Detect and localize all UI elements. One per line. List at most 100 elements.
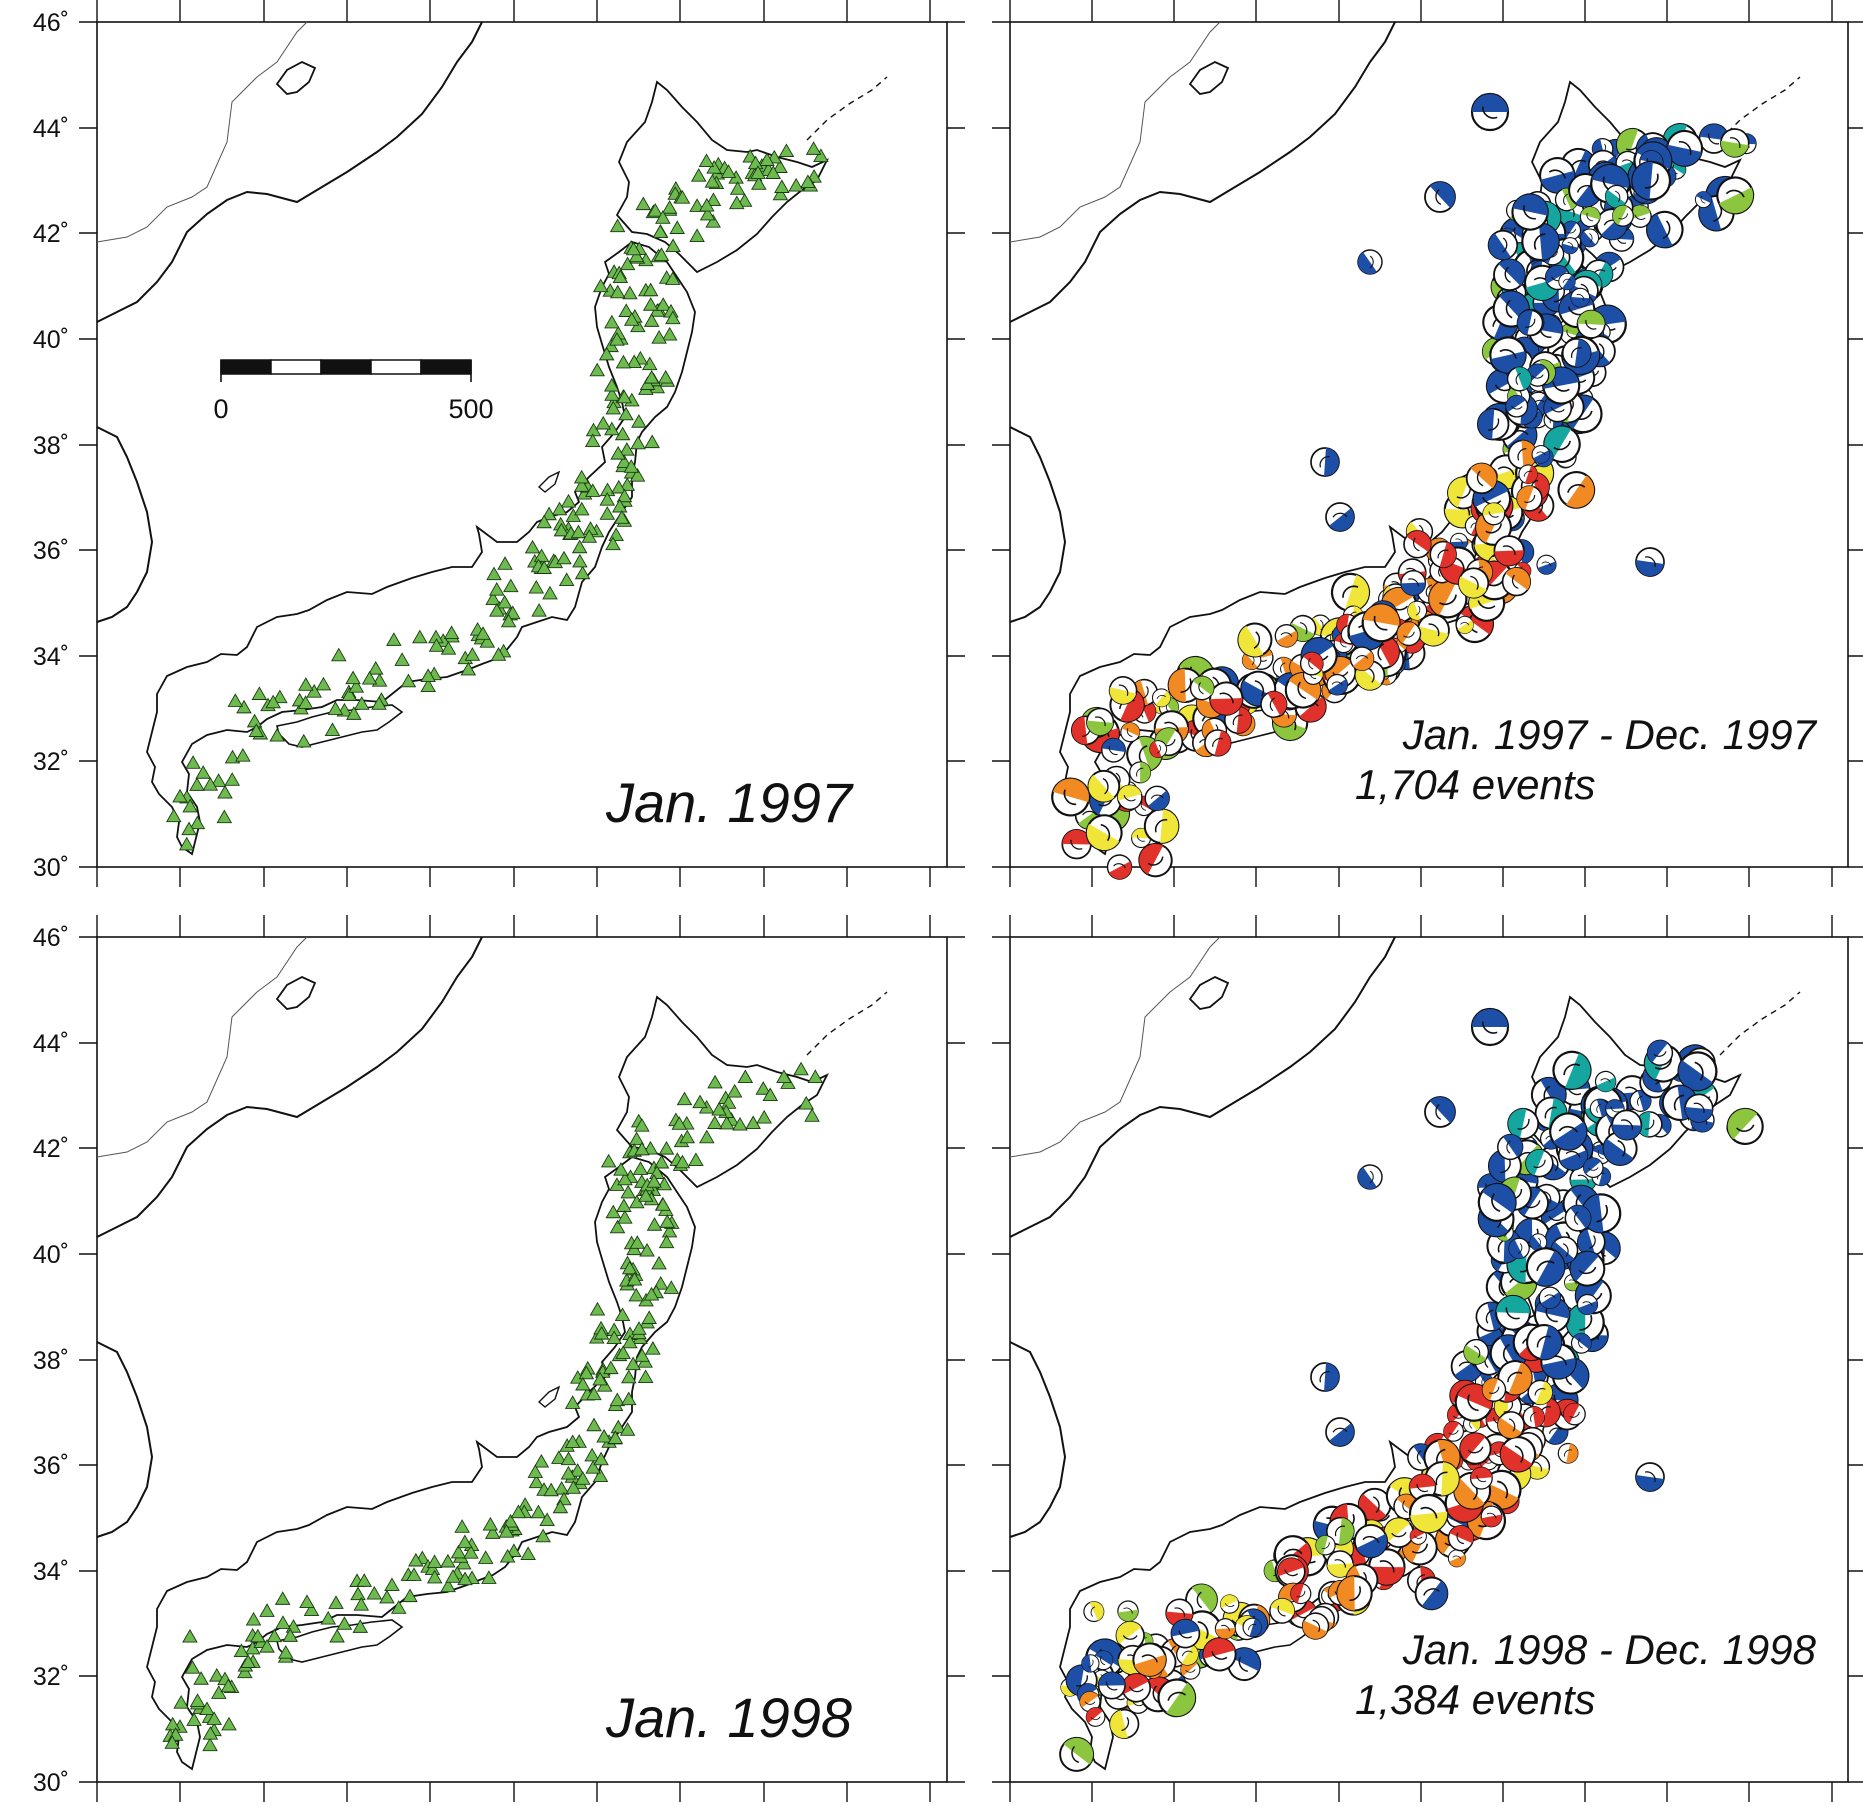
station-triangle-icon — [665, 271, 681, 285]
station-triangle-icon — [541, 506, 557, 521]
station-triangle-icon — [599, 506, 616, 520]
station-triangle-icon — [428, 638, 445, 652]
station-triangle-icon — [774, 179, 790, 193]
station-triangle-icon — [336, 1616, 353, 1630]
station-triangle-icon — [615, 354, 632, 369]
station-triangle-icon — [759, 152, 775, 166]
station-triangle-icon — [189, 815, 206, 830]
station-triangle-icon — [164, 1735, 181, 1749]
station-triangle-icon — [632, 1161, 649, 1175]
station-triangle-icon — [609, 1392, 626, 1407]
station-triangle-icon — [626, 1271, 643, 1286]
latitude-tick-label: 44˚ — [33, 115, 69, 143]
station-triangle-icon — [679, 1129, 696, 1144]
station-triangle-icon — [297, 695, 314, 709]
panel-caption-event-count: 1,704 events — [1355, 761, 1596, 808]
station-triangle-icon — [569, 1463, 586, 1477]
station-triangle-icon — [720, 164, 737, 178]
station-triangle-icon — [186, 1712, 202, 1726]
station-triangle-icon — [606, 1330, 622, 1345]
station-triangle-icon — [610, 1419, 627, 1434]
station-triangle-icon — [788, 177, 804, 192]
station-triangle-icon — [615, 1345, 631, 1359]
latitude-tick-label: 30˚ — [33, 1769, 69, 1797]
station-triangle-icon — [765, 165, 781, 179]
station-triangle-icon — [637, 1369, 654, 1384]
station-triangle-icon — [586, 1417, 602, 1432]
station-triangle-icon — [707, 1074, 723, 1089]
station-triangle-icon — [604, 387, 620, 401]
map-frame — [96, 936, 948, 1783]
station-triangle-icon — [275, 1615, 291, 1629]
station-triangle-icon — [589, 1301, 606, 1316]
station-triangle-icon — [642, 282, 659, 297]
station-triangle-icon — [353, 1596, 370, 1611]
station-triangle-icon — [202, 1737, 218, 1752]
station-triangle-icon — [626, 354, 643, 369]
station-triangle-icon — [353, 696, 370, 710]
station-triangle-icon — [638, 1188, 654, 1202]
station-triangle-icon — [327, 701, 344, 715]
station-triangle-icon — [658, 1234, 675, 1249]
latitude-tick-label: 36˚ — [33, 537, 69, 565]
station-triangle-icon — [634, 1348, 650, 1362]
station-triangle-icon — [560, 1465, 577, 1480]
station-triangle-icon — [189, 777, 205, 791]
station-triangle-icon — [460, 661, 477, 676]
station-layer — [162, 1061, 824, 1752]
beachball-icon — [1214, 1617, 1237, 1640]
station-triangle-icon — [609, 218, 626, 233]
station-triangle-icon — [248, 723, 265, 737]
station-triangle-icon — [426, 1554, 443, 1569]
station-triangle-icon — [211, 1685, 227, 1699]
station-triangle-icon — [329, 1628, 345, 1643]
beachball-icon — [1475, 406, 1511, 442]
station-triangle-icon — [661, 200, 678, 214]
station-triangle-icon — [324, 722, 341, 736]
station-triangle-icon — [705, 192, 722, 207]
station-triangle-icon — [443, 625, 460, 639]
panel-caption-period: Jan. 1998 - Dec. 1998 — [1402, 1626, 1817, 1673]
station-triangle-icon — [367, 660, 384, 675]
station-triangle-icon — [676, 1091, 693, 1106]
station-triangle-icon — [266, 1628, 283, 1643]
station-triangle-icon — [628, 1287, 645, 1302]
station-triangle-icon — [269, 727, 285, 742]
scale-bar: 0 500 — [213, 359, 494, 424]
station-triangle-icon — [259, 1603, 275, 1617]
station-triangle-icon — [665, 238, 681, 253]
station-triangle-icon — [617, 1210, 633, 1224]
station-triangle-icon — [202, 1726, 219, 1740]
station-triangle-icon — [729, 181, 746, 195]
station-triangle-icon — [644, 434, 660, 449]
station-triangle-icon — [553, 522, 570, 537]
station-triangle-icon — [655, 297, 671, 311]
station-triangle-icon — [617, 1171, 633, 1186]
station-triangle-icon — [620, 1184, 636, 1199]
station-triangle-icon — [642, 297, 659, 311]
station-triangle-icon — [299, 1594, 315, 1608]
station-triangle-icon — [750, 165, 766, 179]
map-frame — [96, 21, 948, 868]
station-triangle-icon — [813, 148, 829, 162]
station-triangle-icon — [560, 493, 577, 508]
station-triangle-icon — [661, 326, 678, 341]
station-triangle-icon — [690, 168, 707, 182]
panel-caption: Jan. 1998 — [605, 1686, 852, 1749]
station-triangle-icon — [298, 677, 314, 691]
station-triangle-icon — [502, 1513, 519, 1528]
frame-ticks — [79, 0, 965, 887]
station-triangle-icon — [659, 1214, 676, 1228]
beachball-icon — [1399, 569, 1427, 597]
station-triangle-icon — [278, 1645, 294, 1659]
station-triangle-icon — [464, 647, 481, 661]
station-triangle-icon — [593, 1451, 609, 1466]
station-triangle-icon — [245, 1611, 262, 1626]
station-triangle-icon — [463, 1545, 479, 1559]
station-triangle-icon — [189, 1693, 206, 1707]
station-triangle-icon — [643, 313, 660, 327]
station-triangle-icon — [406, 1567, 422, 1581]
station-triangle-icon — [510, 1504, 527, 1519]
